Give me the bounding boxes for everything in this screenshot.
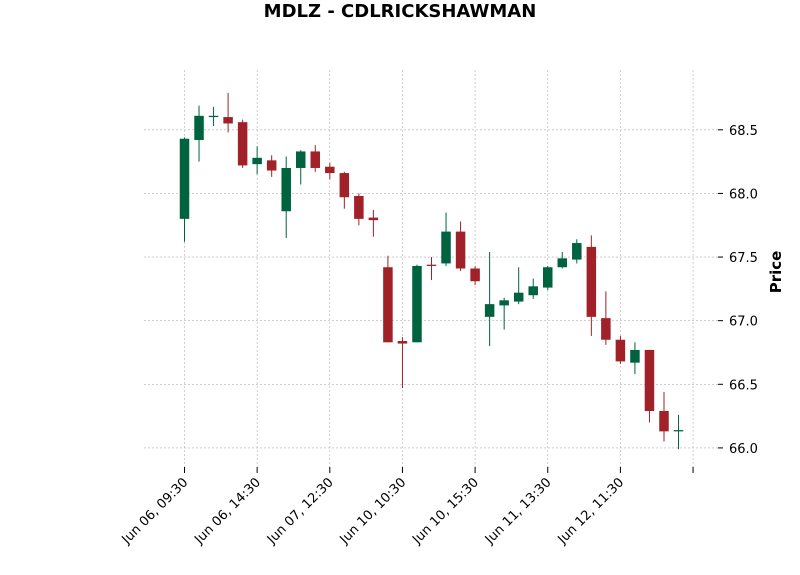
candle xyxy=(397,337,408,389)
candle-body-down xyxy=(397,341,408,344)
candle-body-up xyxy=(252,157,262,165)
candle xyxy=(441,212,451,266)
candle-body-down xyxy=(455,231,466,269)
candle xyxy=(499,297,509,330)
candle-body-down xyxy=(601,318,611,340)
x-tick-label: Jun 06, 14:30 xyxy=(191,475,264,548)
candle-body-up xyxy=(499,300,509,306)
candle-body-down xyxy=(383,267,393,343)
candle-body-down xyxy=(339,173,350,198)
candle xyxy=(615,335,626,364)
candle-body-down xyxy=(426,264,437,266)
candle-body-up xyxy=(194,115,204,140)
candle xyxy=(237,119,248,168)
candle-body-down xyxy=(615,339,626,362)
candle xyxy=(528,278,538,300)
y-tick-label: 67.5 xyxy=(729,251,758,266)
candle xyxy=(586,235,597,336)
candle xyxy=(484,251,495,347)
y-tick-label: 66.5 xyxy=(729,378,758,393)
y-tick-label: 66.0 xyxy=(729,442,758,457)
candle-body-up xyxy=(630,349,640,363)
candle xyxy=(208,106,219,126)
candle-body-down xyxy=(237,122,248,166)
candle xyxy=(383,255,393,343)
candle-body-up xyxy=(295,151,306,168)
candle-body-down xyxy=(659,411,669,432)
candle xyxy=(310,145,321,172)
x-tick-label: Jun 10, 10:30 xyxy=(337,475,410,548)
candle xyxy=(252,146,262,175)
candle xyxy=(354,193,364,226)
candle xyxy=(630,342,640,375)
candle-body-down xyxy=(368,217,379,221)
candle xyxy=(455,221,466,272)
candle-body-up xyxy=(513,292,524,302)
candle-body-down xyxy=(223,117,233,124)
candle-body-up xyxy=(208,115,219,118)
candle xyxy=(179,137,190,242)
x-tick-label: Jun 12, 11:30 xyxy=(555,475,628,548)
candle xyxy=(412,264,422,343)
candle-body-up xyxy=(572,243,582,260)
chart-title: MDLZ - CDLRICKSHAWMAN xyxy=(264,1,537,22)
candle xyxy=(644,349,655,423)
candle xyxy=(470,265,480,286)
candle-body-up xyxy=(557,258,568,268)
candle-body-up xyxy=(543,267,553,288)
candle-body-up xyxy=(673,430,684,432)
candle-body-up xyxy=(179,138,190,219)
candle-body-up xyxy=(528,286,538,296)
candle-body-up xyxy=(441,231,451,264)
candle-body-down xyxy=(586,246,597,317)
candle-body-down xyxy=(354,195,364,219)
candle xyxy=(426,257,437,280)
candle-body-down xyxy=(470,268,480,282)
candle xyxy=(295,150,306,185)
candle xyxy=(659,391,669,442)
y-tick-label: 68.0 xyxy=(729,187,758,202)
candle xyxy=(557,251,568,269)
candle xyxy=(572,239,582,264)
candle xyxy=(543,265,553,291)
y-tick-label: 67.0 xyxy=(729,315,758,330)
candle xyxy=(194,105,204,162)
candle xyxy=(325,162,335,180)
candle xyxy=(513,267,524,305)
candle-body-up xyxy=(484,304,495,317)
candle xyxy=(339,171,350,209)
candle-body-down xyxy=(266,160,277,171)
candle xyxy=(368,209,379,237)
grid xyxy=(144,70,718,467)
candle xyxy=(601,291,611,345)
y-axis: 66.0 66.5 67.0 67.5 68.0 68.5 xyxy=(718,124,758,457)
candles xyxy=(179,92,684,450)
candle-body-down xyxy=(310,151,321,168)
candle xyxy=(223,92,233,133)
candle xyxy=(673,414,684,450)
x-axis: Jun 06, 09:30 Jun 06, 14:30 Jun 07, 12:30 J… xyxy=(119,467,694,548)
candle xyxy=(281,156,291,238)
candle-body-down xyxy=(325,166,335,174)
candle-body-down xyxy=(644,349,655,412)
y-tick-label: 68.5 xyxy=(729,124,758,139)
candle-body-up xyxy=(281,167,291,212)
candle-body-up xyxy=(412,265,422,343)
x-tick-label: Jun 06, 09:30 xyxy=(119,475,192,548)
x-tick-label: Jun 11, 13:30 xyxy=(482,475,555,548)
candle xyxy=(266,155,277,177)
y-axis-label: Price xyxy=(767,251,785,294)
x-tick-label: Jun 10, 15:30 xyxy=(409,475,482,548)
x-tick-label: Jun 07, 12:30 xyxy=(264,475,337,548)
